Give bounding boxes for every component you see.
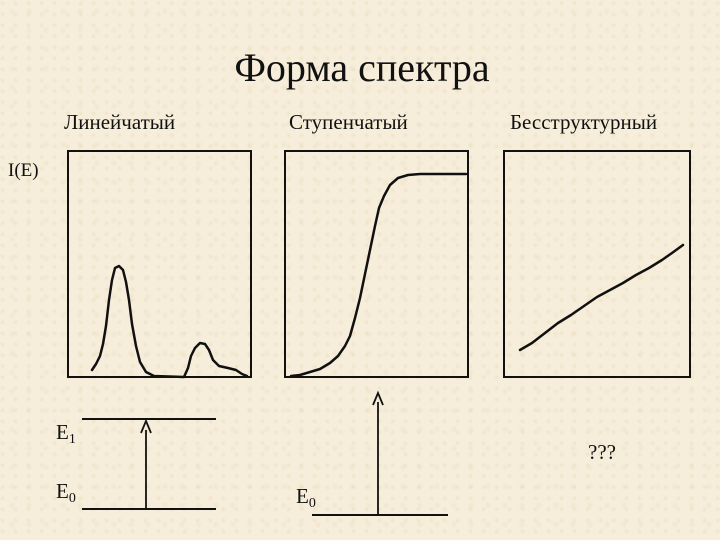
spectrum-label-structureless: Бесструктурный <box>510 110 658 134</box>
panel-frame-structureless <box>503 150 691 378</box>
arrow-head-icon <box>140 418 152 434</box>
step-spectrum-curve <box>289 172 468 378</box>
level-e1-label: E1 <box>56 420 76 447</box>
y-axis-label: I(E) <box>8 160 39 181</box>
structureless-spectrum-curve <box>518 243 685 352</box>
level-e0-label-left: E0 <box>56 479 76 506</box>
level-e0-label-right: E0 <box>296 484 316 511</box>
slide-title: Форма спектра <box>234 45 490 90</box>
spectrum-label-line: Линейчатый <box>64 110 176 134</box>
line-spectrum-curve <box>90 264 249 379</box>
panel-frame-step <box>284 150 469 378</box>
spectrum-label-step: Ступенчатый <box>289 110 408 134</box>
panel-frame-line <box>67 150 252 378</box>
arrow-head-icon <box>372 390 384 406</box>
unknown-structure-label: ??? <box>588 440 616 464</box>
